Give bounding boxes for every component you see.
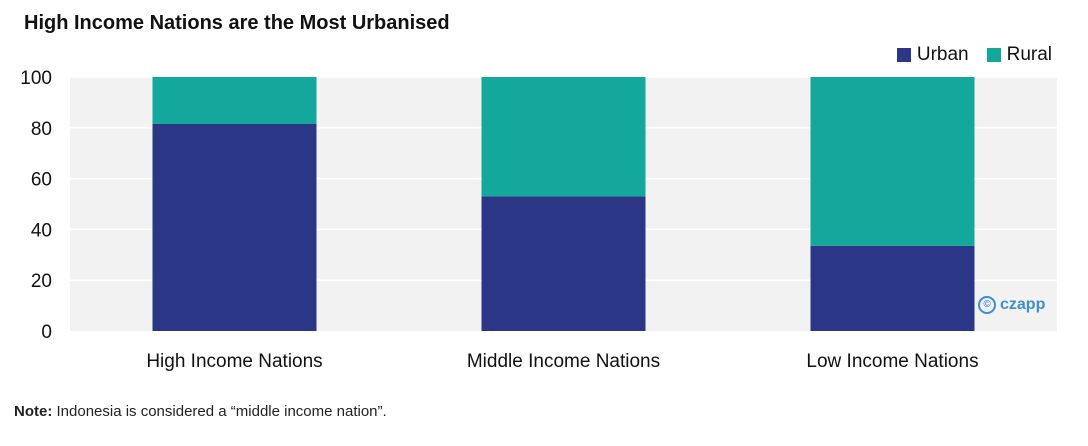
legend-swatch-urban [896,48,911,62]
bar-rural-1 [481,77,646,197]
y-tick-label-20: 20 [31,271,52,292]
watermark: © czapp [978,296,1045,314]
y-tick-label-0: 0 [41,322,52,343]
bar-rural-0 [152,77,317,124]
x-tick-label-1: Middle Income Nations [467,351,660,372]
x-tick-label-0: High Income Nations [146,351,322,372]
chart-title: High Income Nations are the Most Urbanis… [24,12,450,34]
y-tick-label-100: 100 [20,68,52,89]
bar-rural-2 [810,77,975,246]
legend: Urban Rural [896,44,1052,66]
bar-urban-1 [481,196,646,331]
note-label: Note: [14,403,53,420]
legend-label-rural: Rural [1006,44,1052,65]
copyright-icon: © [978,296,996,314]
y-tick-label-60: 60 [31,170,52,191]
stacked-bar-chart: 0 20 40 60 80 100 High Income Nations Middle In… [20,68,1057,372]
y-tick-label-80: 80 [31,119,52,140]
footnote: Note: Indonesia is considered a “middle … [14,403,387,420]
watermark-text: czapp [1000,296,1046,313]
bar-urban-2 [810,245,975,331]
x-tick-label-2: Low Income Nations [806,351,978,372]
legend-label-urban: Urban [916,44,969,65]
note-text: Indonesia is considered a “middle income… [52,403,387,420]
bar-urban-0 [152,123,317,332]
legend-swatch-rural [986,48,1001,62]
legend-item-rural: Rural [986,44,1052,66]
y-tick-label-40: 40 [31,220,52,241]
legend-item-urban: Urban [896,44,969,66]
